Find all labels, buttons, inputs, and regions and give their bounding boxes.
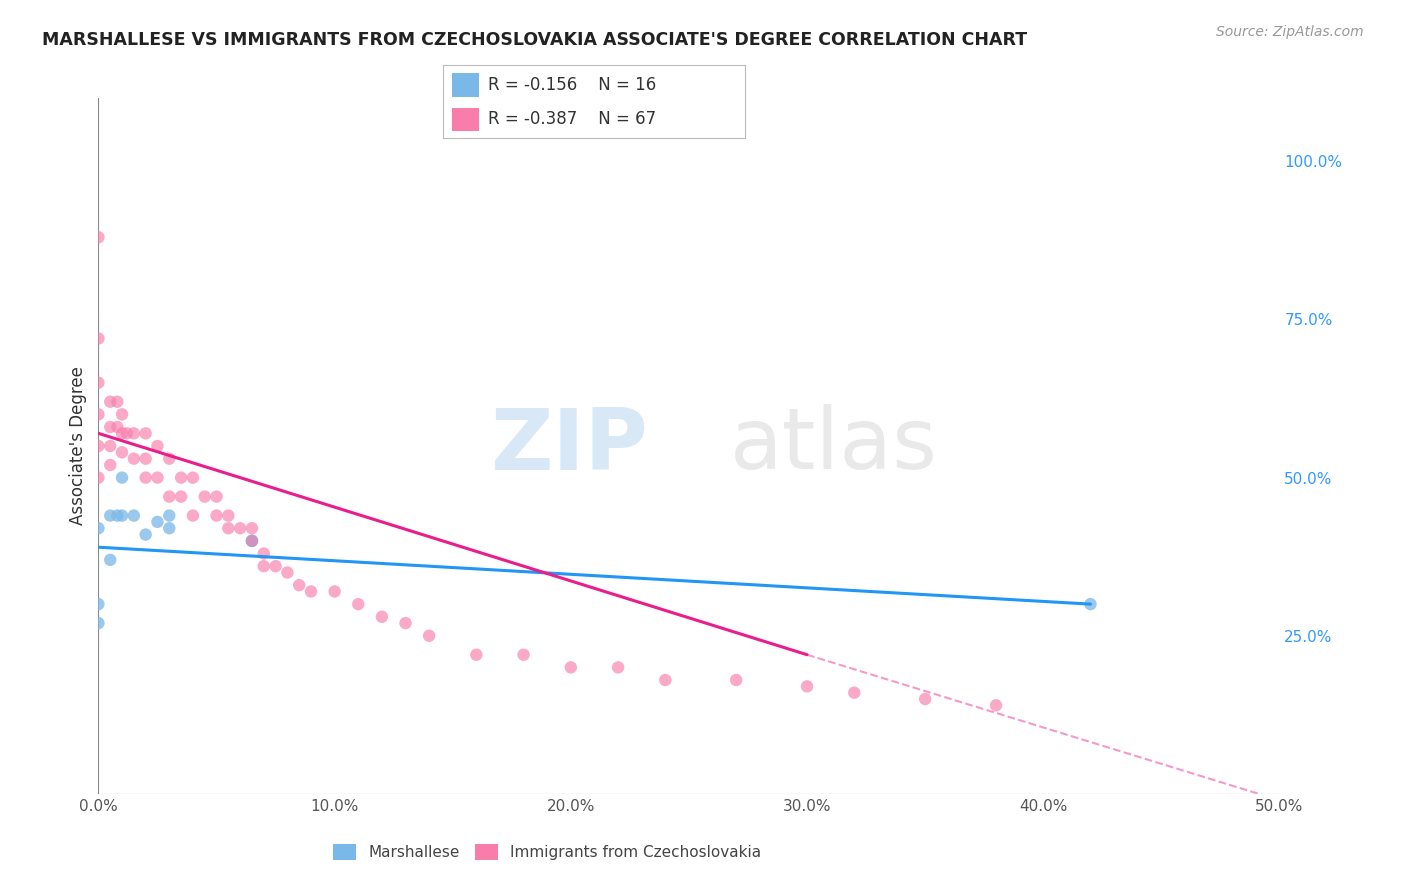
Point xyxy=(157,451,180,466)
Point xyxy=(111,445,134,459)
Point xyxy=(240,533,263,548)
Point xyxy=(146,439,169,453)
Point xyxy=(87,439,110,453)
Point xyxy=(98,553,121,567)
Text: atlas: atlas xyxy=(730,404,938,488)
Point xyxy=(253,559,276,574)
Point xyxy=(122,508,145,523)
Text: R = -0.156    N = 16: R = -0.156 N = 16 xyxy=(488,76,657,94)
Point xyxy=(146,515,169,529)
Point xyxy=(98,508,121,523)
Point xyxy=(135,527,157,541)
Point xyxy=(157,490,180,504)
Text: ZIP: ZIP xyxy=(489,404,648,488)
Point xyxy=(87,521,110,535)
Point xyxy=(253,547,276,561)
Point xyxy=(157,508,180,523)
Point xyxy=(135,426,157,441)
Point xyxy=(98,439,121,453)
Point xyxy=(512,648,534,662)
Point xyxy=(105,420,128,434)
Point xyxy=(418,629,440,643)
Bar xyxy=(451,108,479,131)
Point xyxy=(98,394,121,409)
Point xyxy=(914,692,936,706)
Point xyxy=(1080,597,1102,611)
Point xyxy=(122,426,145,441)
Point xyxy=(465,648,488,662)
Point xyxy=(157,521,180,535)
Point xyxy=(844,686,866,700)
Point xyxy=(111,508,134,523)
Point xyxy=(240,533,263,548)
Point xyxy=(111,408,134,422)
Point xyxy=(725,673,748,687)
Point xyxy=(217,508,239,523)
Point xyxy=(87,616,110,631)
Point xyxy=(87,230,110,244)
Point xyxy=(111,470,134,484)
Point xyxy=(654,673,676,687)
Y-axis label: Associate's Degree: Associate's Degree xyxy=(69,367,87,525)
Point xyxy=(796,679,818,693)
Point xyxy=(323,584,346,599)
Point xyxy=(87,408,110,422)
Point xyxy=(181,470,204,484)
Bar xyxy=(451,73,479,96)
Point xyxy=(560,660,582,674)
Point xyxy=(205,490,228,504)
Point xyxy=(288,578,311,592)
Point xyxy=(98,458,121,472)
Point xyxy=(607,660,630,674)
Point xyxy=(87,470,110,484)
Point xyxy=(135,470,157,484)
Point xyxy=(394,616,416,631)
Point xyxy=(122,451,145,466)
Point xyxy=(170,470,193,484)
Point xyxy=(276,566,298,580)
Legend: Marshallese, Immigrants from Czechoslovakia: Marshallese, Immigrants from Czechoslova… xyxy=(328,838,768,866)
Point xyxy=(105,394,128,409)
Point xyxy=(347,597,370,611)
Point xyxy=(240,521,263,535)
Point xyxy=(135,451,157,466)
Point xyxy=(264,559,287,574)
Point xyxy=(194,490,217,504)
Point xyxy=(229,521,252,535)
Point xyxy=(146,470,169,484)
Point xyxy=(217,521,239,535)
Text: R = -0.387    N = 67: R = -0.387 N = 67 xyxy=(488,111,657,128)
Point xyxy=(111,426,134,441)
Point xyxy=(371,609,394,624)
Text: MARSHALLESE VS IMMIGRANTS FROM CZECHOSLOVAKIA ASSOCIATE'S DEGREE CORRELATION CHA: MARSHALLESE VS IMMIGRANTS FROM CZECHOSLO… xyxy=(42,31,1028,49)
Text: Source: ZipAtlas.com: Source: ZipAtlas.com xyxy=(1216,25,1364,39)
Point xyxy=(87,597,110,611)
Point xyxy=(299,584,322,599)
Point xyxy=(240,533,263,548)
Point xyxy=(984,698,1007,713)
Point xyxy=(105,508,128,523)
Point xyxy=(87,331,110,345)
Point xyxy=(205,508,228,523)
Point xyxy=(98,420,121,434)
Point xyxy=(87,376,110,390)
Point xyxy=(181,508,204,523)
Point xyxy=(115,426,138,441)
Point xyxy=(170,490,193,504)
